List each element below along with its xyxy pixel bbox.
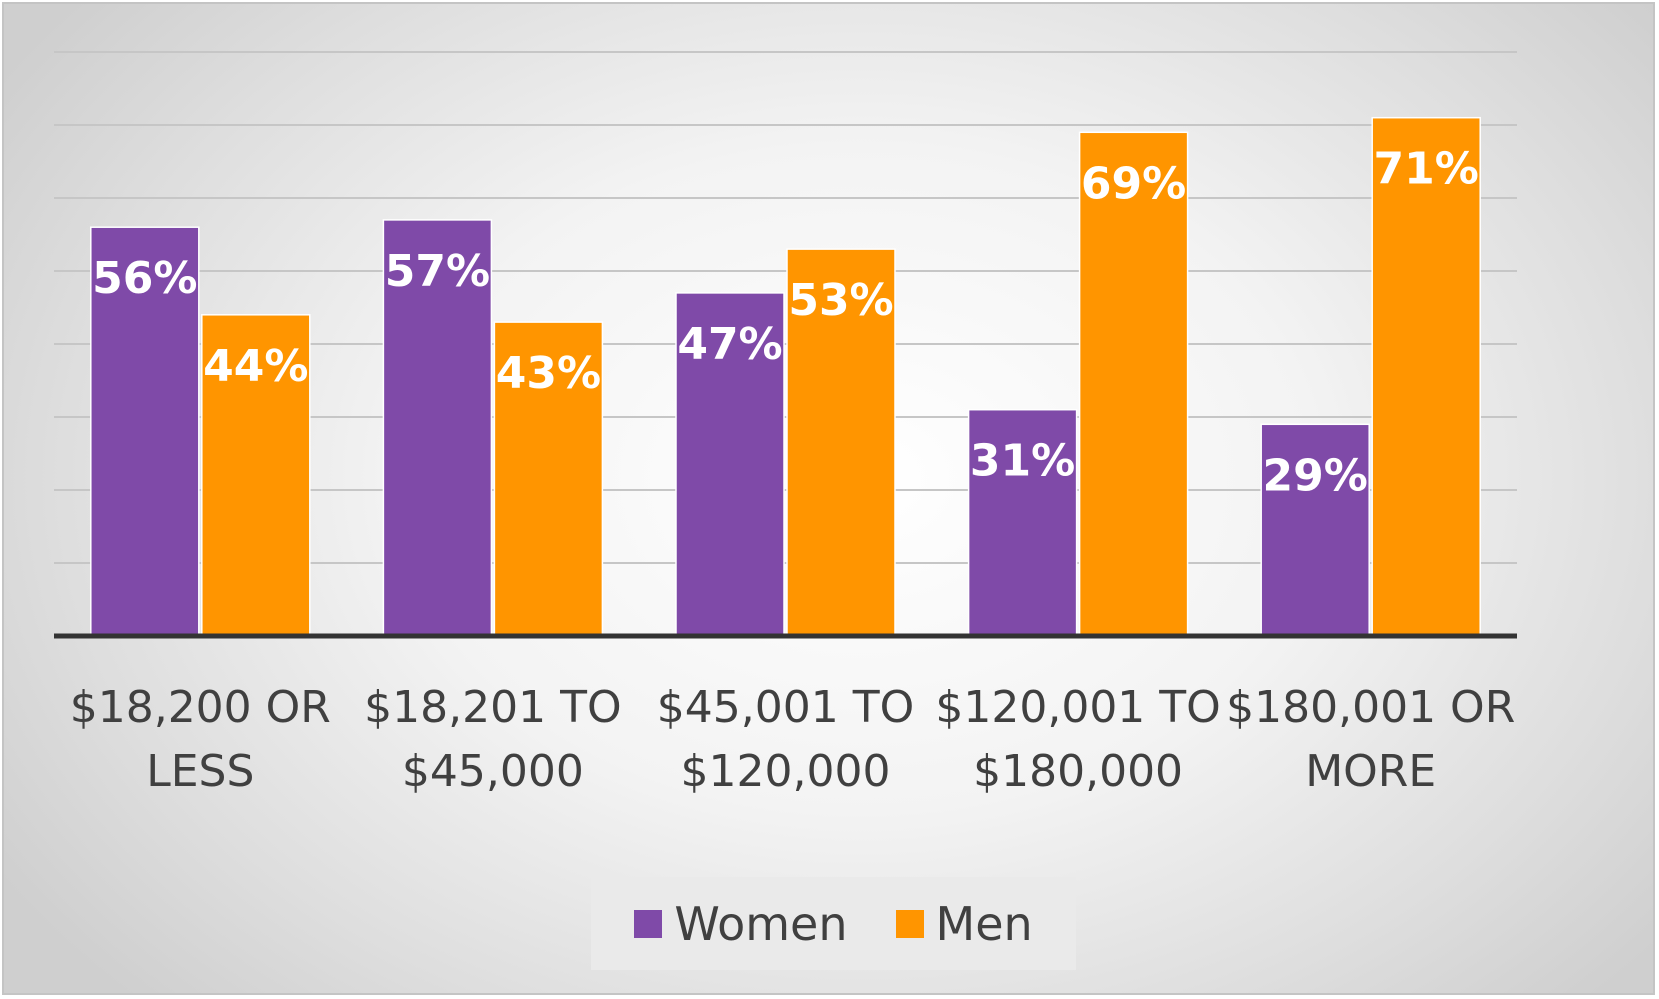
legend-label-men: Men	[935, 896, 1033, 951]
category-label-1: $45,000	[402, 746, 584, 797]
data-label-men-3: 69%	[1081, 158, 1186, 209]
data-label-men-1: 43%	[496, 348, 601, 399]
bar-men-3	[1078, 131, 1189, 637]
category-label-0: $18,200 OR	[70, 682, 331, 733]
legend-label-women: Women	[674, 896, 848, 951]
category-label-2: $45,001 TO	[657, 682, 914, 733]
data-label-women-0: 56%	[92, 253, 197, 304]
data-labels: 56%44% 57%43% 47%53% 31% 69% 29% 71%	[92, 144, 1479, 502]
bar-men-1	[493, 321, 604, 637]
bar-women-2	[675, 292, 785, 637]
category-label-4: MORE	[1305, 746, 1436, 797]
legend-swatch-women	[634, 909, 663, 938]
bar-men-4	[1371, 116, 1481, 637]
data-label-women-1: 57%	[385, 246, 490, 297]
data-label-women-2: 47%	[677, 319, 782, 370]
category-label-4: $180,001 OR	[1226, 682, 1515, 733]
legend-item-men: Men	[895, 896, 1033, 951]
bar-men-2	[786, 248, 896, 637]
category-label-3: $180,000	[973, 746, 1183, 797]
bars	[90, 116, 1481, 637]
bar-women-1	[382, 219, 493, 637]
data-label-men-2: 53%	[788, 275, 893, 326]
data-label-men-4: 71%	[1374, 144, 1479, 195]
category-label-3: $120,001 TO	[935, 682, 1220, 733]
bar-women-3	[967, 408, 1078, 637]
bar-women-0	[90, 226, 200, 637]
legend: Women Men	[591, 877, 1076, 970]
data-label-women-4: 29%	[1263, 450, 1368, 501]
legend-item-women: Women	[634, 896, 848, 951]
data-label-men-0: 44%	[203, 341, 308, 392]
category-label-2: $120,000	[681, 746, 891, 797]
legend-swatch-men	[895, 909, 924, 938]
category-labels: $18,200 OR LESS $18,201 TO $45,000 $45,001 T…	[70, 682, 1516, 797]
bar-chart: 56%44% 57%43% 47%53% 31% 69% 29% 71% $18,200 O…	[54, 51, 1517, 797]
data-label-women-3: 31%	[970, 436, 1075, 487]
bar-men-0	[201, 314, 311, 637]
category-label-0: LESS	[146, 746, 254, 797]
category-label-1: $18,201 TO	[364, 682, 621, 733]
